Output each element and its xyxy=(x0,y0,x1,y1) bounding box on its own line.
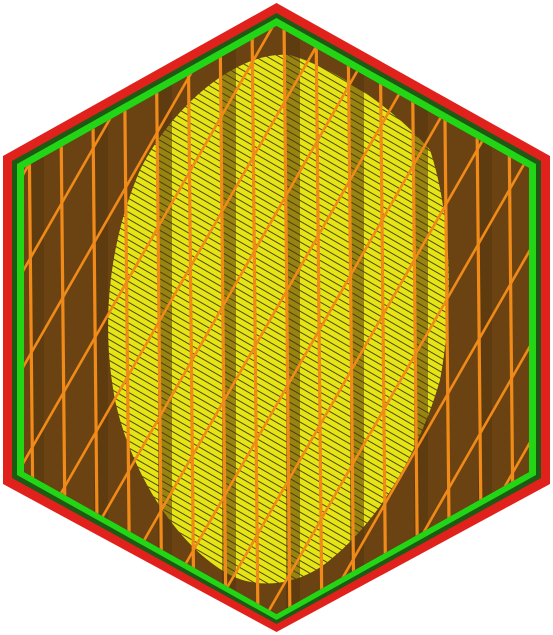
slice-preview xyxy=(0,0,553,635)
infill-region xyxy=(0,0,553,635)
slice-preview-canvas xyxy=(0,0,553,635)
